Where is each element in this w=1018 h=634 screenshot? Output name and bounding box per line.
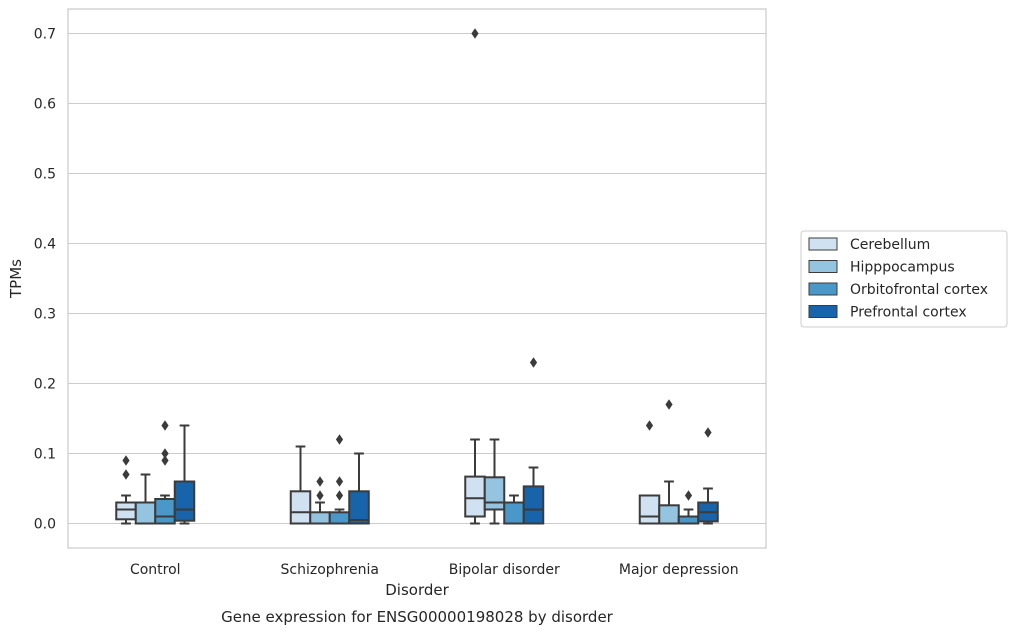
plot-area-frame [67,8,767,549]
outlier-point [122,455,130,466]
y-tick-label: 0.4 [34,237,56,253]
outlier-point [122,469,130,480]
x-tick-label: Bipolar disorder [449,562,560,578]
legend-swatch [808,260,838,273]
box-orbitofrontal-cortex [677,490,700,525]
legend: Cerebellum Hipppocampus Orbitofrontal cort… [800,230,1008,328]
y-tick-label: 0.5 [34,167,56,183]
box-iqr [348,490,370,525]
outlier-point [161,455,169,466]
x-tick-label: Control [130,562,181,578]
legend-label: Orbitofrontal cortex [850,282,988,298]
box-hipppocampus [658,399,680,525]
outlier-point [704,427,712,438]
outlier-point [316,490,324,501]
y-tick-label: 0.2 [34,377,56,393]
x-axis-label: Disorder [385,581,449,599]
y-axis-label: TPMs [7,259,25,299]
legend-swatch [808,282,838,296]
y-tick-label: 0.6 [34,97,56,113]
box-iqr [115,501,137,521]
y-tick-labels: 0.0 0.1 0.2 0.3 0.4 0.5 0.6 0.7 [34,27,56,533]
box-orbitofrontal-cortex [503,494,525,525]
outlier-point [335,476,344,487]
box-iqr [522,485,545,525]
box-orbitofrontal-cortex [328,434,351,525]
outlier-point [335,490,344,501]
outlier-point [471,28,479,39]
y-tick-label: 0.7 [34,27,56,43]
outlier-point [161,448,169,459]
legend-label: Hipppocampus [850,260,955,276]
box-iqr [464,475,486,518]
box-iqr [677,515,700,525]
x-tick-label: Schizophrenia [281,562,379,578]
box-plot-marks [115,28,719,525]
box-hipppocampus [483,438,506,525]
box-prefrontal-cortex [173,424,196,525]
box-iqr [154,498,176,525]
legend-frame [800,230,1008,328]
chart-caption: Gene expression for ENSG00000198028 by d… [221,608,614,626]
box-cerebellum [638,420,661,525]
box-iqr [483,476,506,511]
legend-label: Cerebellum [850,237,930,253]
outlier-point [335,434,344,445]
box-iqr [173,480,196,522]
y-tick-label: 0.3 [34,307,56,323]
outlier-point [316,476,324,487]
y-tick-label: 0.0 [34,517,56,533]
box-iqr [658,504,680,525]
x-tick-label: Major depression [619,562,739,578]
legend-label: Prefrontal cortex [850,305,967,321]
outlier-point [529,357,538,368]
box-prefrontal-cortex [522,357,545,525]
box-iqr [328,511,351,525]
grid-lines [68,32,766,525]
outlier-point [645,420,654,431]
outlier-point [665,399,673,410]
legend-swatch [808,305,838,318]
y-tick-label: 0.1 [34,447,56,463]
box-iqr [289,490,312,525]
box-prefrontal-cortex [697,427,719,525]
box-cerebellum [115,455,137,525]
box-iqr [134,501,157,525]
box-iqr [638,494,661,525]
box-orbitofrontal-cortex [154,420,176,525]
box-cerebellum [464,28,486,525]
box-iqr [309,511,331,525]
box-iqr [503,501,525,525]
box-hipppocampus [134,473,157,525]
box-hipppocampus [309,476,331,525]
outlier-point [161,420,169,431]
legend-swatch [808,237,838,251]
box-cerebellum [289,445,312,525]
x-tick-labels: Control Schizophrenia Bipolar disorder Majo… [130,562,739,578]
box-prefrontal-cortex [348,452,370,525]
outlier-point [684,490,693,501]
